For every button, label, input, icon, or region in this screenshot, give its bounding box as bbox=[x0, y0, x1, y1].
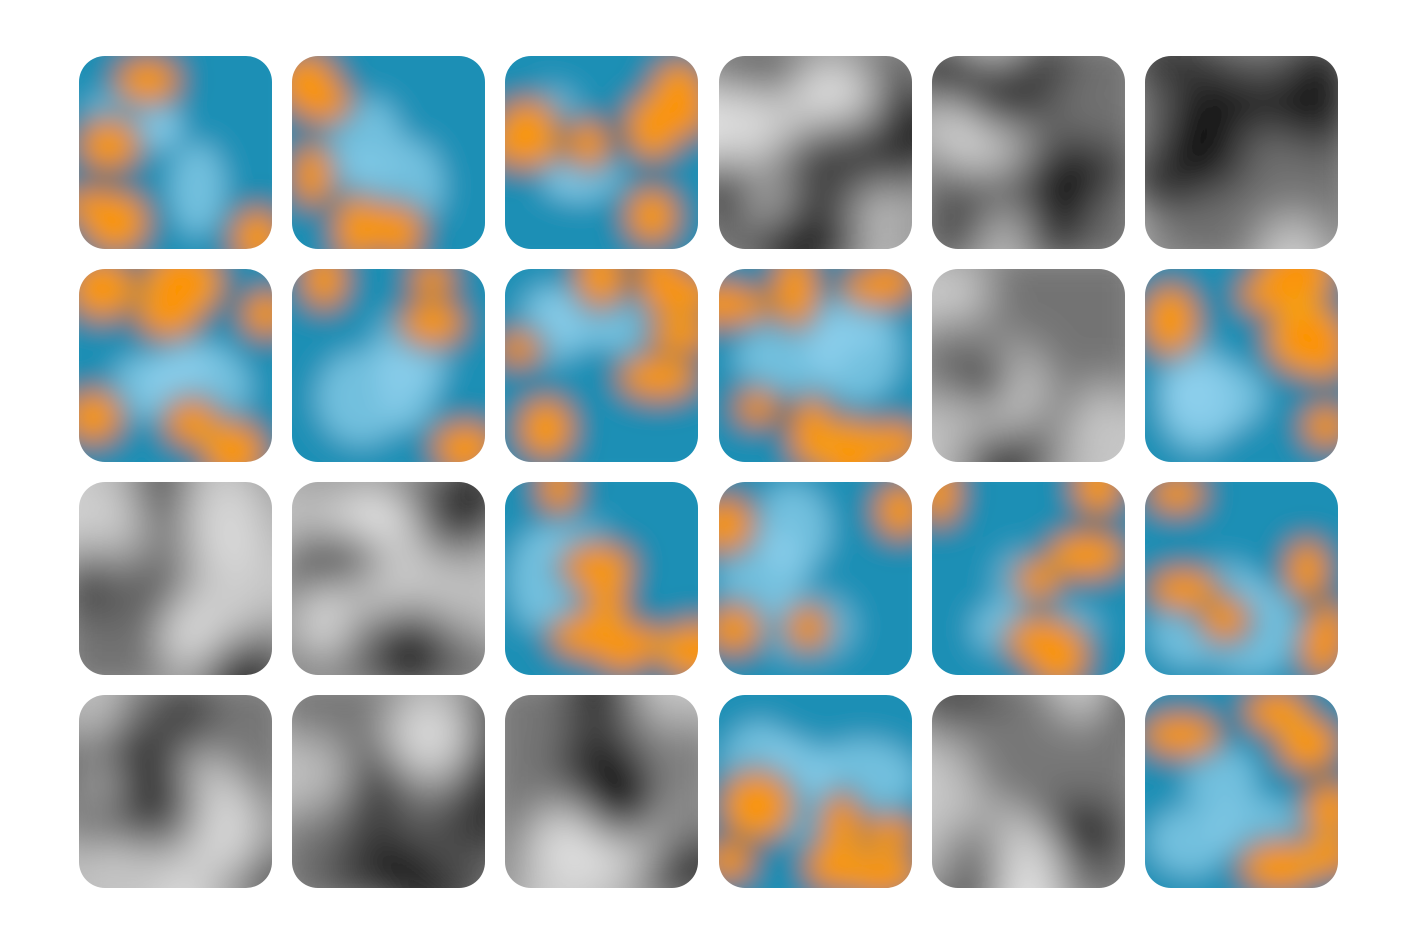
noise-texture bbox=[79, 695, 272, 888]
noise-texture bbox=[79, 269, 272, 462]
noise-texture bbox=[79, 482, 272, 675]
noise-tile bbox=[718, 695, 912, 888]
noise-tile bbox=[931, 482, 1125, 675]
noise-texture bbox=[718, 482, 912, 675]
noise-texture bbox=[79, 56, 272, 249]
noise-tile bbox=[505, 269, 699, 462]
noise-texture bbox=[292, 482, 486, 675]
noise-tile bbox=[718, 269, 912, 462]
noise-texture bbox=[1145, 482, 1338, 675]
noise-texture bbox=[505, 269, 699, 462]
noise-tile bbox=[79, 695, 272, 888]
noise-texture bbox=[718, 56, 912, 249]
noise-tile bbox=[1145, 269, 1338, 462]
noise-texture bbox=[1145, 56, 1338, 249]
noise-texture bbox=[1145, 695, 1338, 888]
noise-texture bbox=[931, 269, 1125, 462]
noise-tile bbox=[505, 482, 699, 675]
noise-tile bbox=[79, 482, 272, 675]
noise-tile bbox=[292, 56, 486, 249]
noise-tile bbox=[292, 269, 486, 462]
noise-tile bbox=[931, 695, 1125, 888]
noise-tile bbox=[931, 269, 1125, 462]
noise-texture bbox=[292, 56, 486, 249]
noise-texture bbox=[718, 695, 912, 888]
noise-texture bbox=[931, 482, 1125, 675]
noise-tile bbox=[718, 482, 912, 675]
noise-tile bbox=[931, 56, 1125, 249]
noise-tile bbox=[505, 56, 699, 249]
noise-texture bbox=[931, 56, 1125, 249]
noise-tile bbox=[718, 56, 912, 249]
noise-tile bbox=[1145, 695, 1338, 888]
noise-tile bbox=[292, 695, 486, 888]
noise-tile bbox=[79, 56, 272, 249]
noise-texture bbox=[292, 695, 486, 888]
noise-tile bbox=[1145, 56, 1338, 249]
noise-texture bbox=[1145, 269, 1338, 462]
noise-tile bbox=[79, 269, 272, 462]
noise-tile bbox=[505, 695, 699, 888]
noise-texture bbox=[505, 56, 699, 249]
noise-tile bbox=[292, 482, 486, 675]
noise-texture bbox=[505, 482, 699, 675]
noise-tile bbox=[1145, 482, 1338, 675]
noise-texture bbox=[505, 695, 699, 888]
noise-texture bbox=[931, 695, 1125, 888]
noise-texture bbox=[718, 269, 912, 462]
noise-texture bbox=[292, 269, 486, 462]
